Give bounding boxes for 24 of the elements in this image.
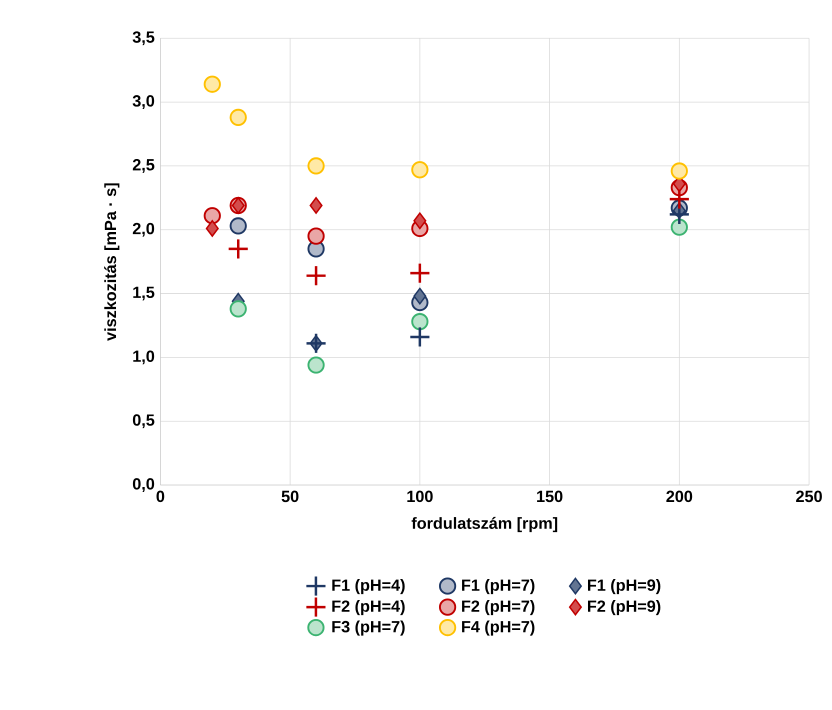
legend-label: F2 (pH=9) xyxy=(588,600,660,616)
legend-label: F3 (pH=7) xyxy=(332,620,405,636)
x-tick-label: 150 xyxy=(537,490,562,502)
y-axis-title: viszkozitás [mPa · s] xyxy=(104,183,120,341)
x-tick-label: 0 xyxy=(156,490,164,502)
y-tick-label: 1,5 xyxy=(133,286,154,300)
y-tick-label: 0,0 xyxy=(132,478,154,492)
y-tick-label: 2,0 xyxy=(132,222,154,237)
x-tick-label: 100 xyxy=(407,490,433,502)
y-tick-label: 3,0 xyxy=(132,95,154,110)
legend-label: F2 (pH=4) xyxy=(332,600,405,616)
x-axis-title: fordulatszám [rpm] xyxy=(412,516,558,532)
y-tick-label: 2,5 xyxy=(132,159,154,173)
legend-label: F2 (pH=7) xyxy=(462,600,534,616)
y-tick-label: 3,5 xyxy=(132,31,154,46)
legend-label: F1 (pH=7) xyxy=(462,579,534,594)
legend-label: F1 (pH=4) xyxy=(332,579,405,594)
y-tick-label: 0,5 xyxy=(132,414,154,428)
x-tick-label: 50 xyxy=(282,490,298,502)
legend-label: F4 (pH=7) xyxy=(462,620,534,636)
y-tick-label: 1,0 xyxy=(133,350,154,364)
x-tick-label: 250 xyxy=(796,490,822,502)
legend-label: F1 (pH=9) xyxy=(588,579,660,594)
x-tick-label: 200 xyxy=(666,490,692,502)
